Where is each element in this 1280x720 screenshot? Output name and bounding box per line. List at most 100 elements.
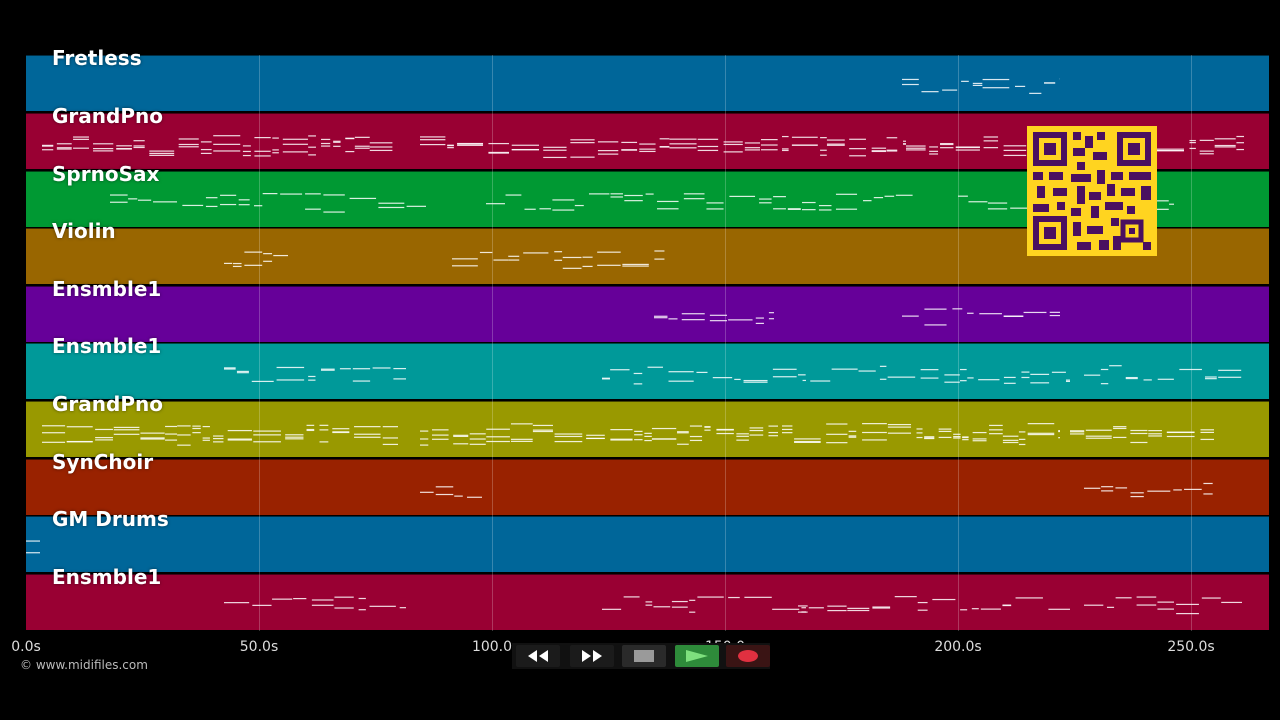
note-mark xyxy=(1003,382,1016,384)
note-mark xyxy=(165,439,178,441)
note-mark xyxy=(677,431,689,433)
note-mark xyxy=(1203,493,1213,495)
note-mark xyxy=(113,429,140,431)
qr-code-icon xyxy=(1027,126,1157,256)
fast-forward-button[interactable] xyxy=(570,645,614,667)
note-mark xyxy=(1058,437,1060,439)
note-mark xyxy=(654,317,668,319)
note-mark xyxy=(959,380,967,382)
note-mark xyxy=(251,380,274,383)
note-mark xyxy=(1058,430,1060,433)
note-mark xyxy=(213,441,224,443)
record-button[interactable] xyxy=(726,645,770,667)
note-mark xyxy=(886,150,898,152)
track-lane[interactable]: GrandPno xyxy=(26,392,1269,457)
note-mark xyxy=(791,144,818,146)
note-mark xyxy=(447,145,454,147)
note-mark xyxy=(639,143,656,145)
note-mark xyxy=(938,436,952,439)
note-mark xyxy=(1113,436,1127,439)
note-mark xyxy=(716,432,734,435)
track-lane[interactable]: SynChoir xyxy=(26,450,1269,515)
note-mark xyxy=(66,441,93,443)
note-mark xyxy=(968,201,988,203)
note-mark xyxy=(511,144,540,146)
note-mark xyxy=(989,433,1003,435)
track-lane[interactable]: Ensmble1 xyxy=(26,277,1269,342)
note-mark xyxy=(924,437,935,439)
note-mark xyxy=(697,145,719,148)
grid-line xyxy=(259,55,260,631)
note-mark xyxy=(42,425,66,427)
note-mark xyxy=(273,254,288,257)
note-mark xyxy=(744,142,761,144)
note-mark xyxy=(224,367,236,369)
note-mark xyxy=(382,437,398,439)
track-label: Ensmble1 xyxy=(52,277,162,301)
track-label: GrandPno xyxy=(52,392,163,416)
note-mark xyxy=(744,149,761,151)
note-mark xyxy=(1027,423,1055,425)
note-mark xyxy=(202,437,210,439)
note-mark xyxy=(810,380,831,382)
note-mark xyxy=(654,258,665,260)
note-mark xyxy=(749,429,764,432)
track-lane[interactable]: Fretless xyxy=(26,46,1269,111)
track-lane[interactable]: GM Drums xyxy=(26,507,1269,572)
note-mark xyxy=(192,425,201,427)
note-mark xyxy=(940,142,954,145)
note-mark xyxy=(321,142,331,145)
note-mark xyxy=(1148,200,1169,202)
note-mark xyxy=(760,144,778,146)
note-mark xyxy=(644,435,652,437)
note-mark xyxy=(508,259,520,261)
stop-button[interactable] xyxy=(622,645,666,667)
note-mark xyxy=(862,431,887,434)
note-mark xyxy=(622,263,649,266)
note-mark xyxy=(452,258,478,260)
note-mark xyxy=(321,138,331,141)
play-button[interactable] xyxy=(675,645,719,667)
note-mark xyxy=(165,425,178,428)
note-mark xyxy=(588,193,610,195)
note-mark xyxy=(339,368,351,370)
note-mark xyxy=(510,423,533,425)
note-mark xyxy=(469,433,486,435)
stop-icon xyxy=(634,650,654,662)
note-mark xyxy=(42,432,66,434)
note-mark xyxy=(1199,153,1214,155)
note-mark xyxy=(782,149,789,152)
note-mark xyxy=(349,197,377,200)
grid-line xyxy=(1191,55,1192,631)
note-mark xyxy=(929,150,939,152)
note-mark xyxy=(706,208,724,210)
note-mark xyxy=(820,149,827,151)
note-mark xyxy=(280,193,303,195)
note-mark xyxy=(782,428,793,431)
note-mark xyxy=(1204,378,1217,380)
note-mark xyxy=(723,151,743,153)
track-area[interactable]: Fretless GrandPno SprnoSax Violin Ensmbl… xyxy=(26,46,1269,631)
note-mark xyxy=(749,427,764,429)
note-mark xyxy=(165,433,178,435)
note-mark xyxy=(820,154,827,156)
note-mark xyxy=(56,143,72,145)
note-mark xyxy=(110,194,128,196)
note-mark xyxy=(224,262,233,264)
note-mark xyxy=(263,260,273,262)
note-mark xyxy=(393,378,406,380)
note-mark xyxy=(1176,612,1199,615)
note-mark xyxy=(276,379,305,381)
note-mark xyxy=(1070,430,1085,432)
note-mark xyxy=(768,312,774,314)
note-mark xyxy=(469,438,486,440)
note-mark xyxy=(906,147,926,149)
note-mark xyxy=(654,315,668,317)
note-mark xyxy=(543,156,567,159)
rewind-button[interactable] xyxy=(516,645,560,667)
note-mark xyxy=(133,146,145,149)
note-mark xyxy=(1100,383,1109,385)
note-mark xyxy=(916,428,923,430)
note-mark xyxy=(306,429,315,432)
track-lane[interactable]: Ensmble1 xyxy=(26,334,1269,399)
